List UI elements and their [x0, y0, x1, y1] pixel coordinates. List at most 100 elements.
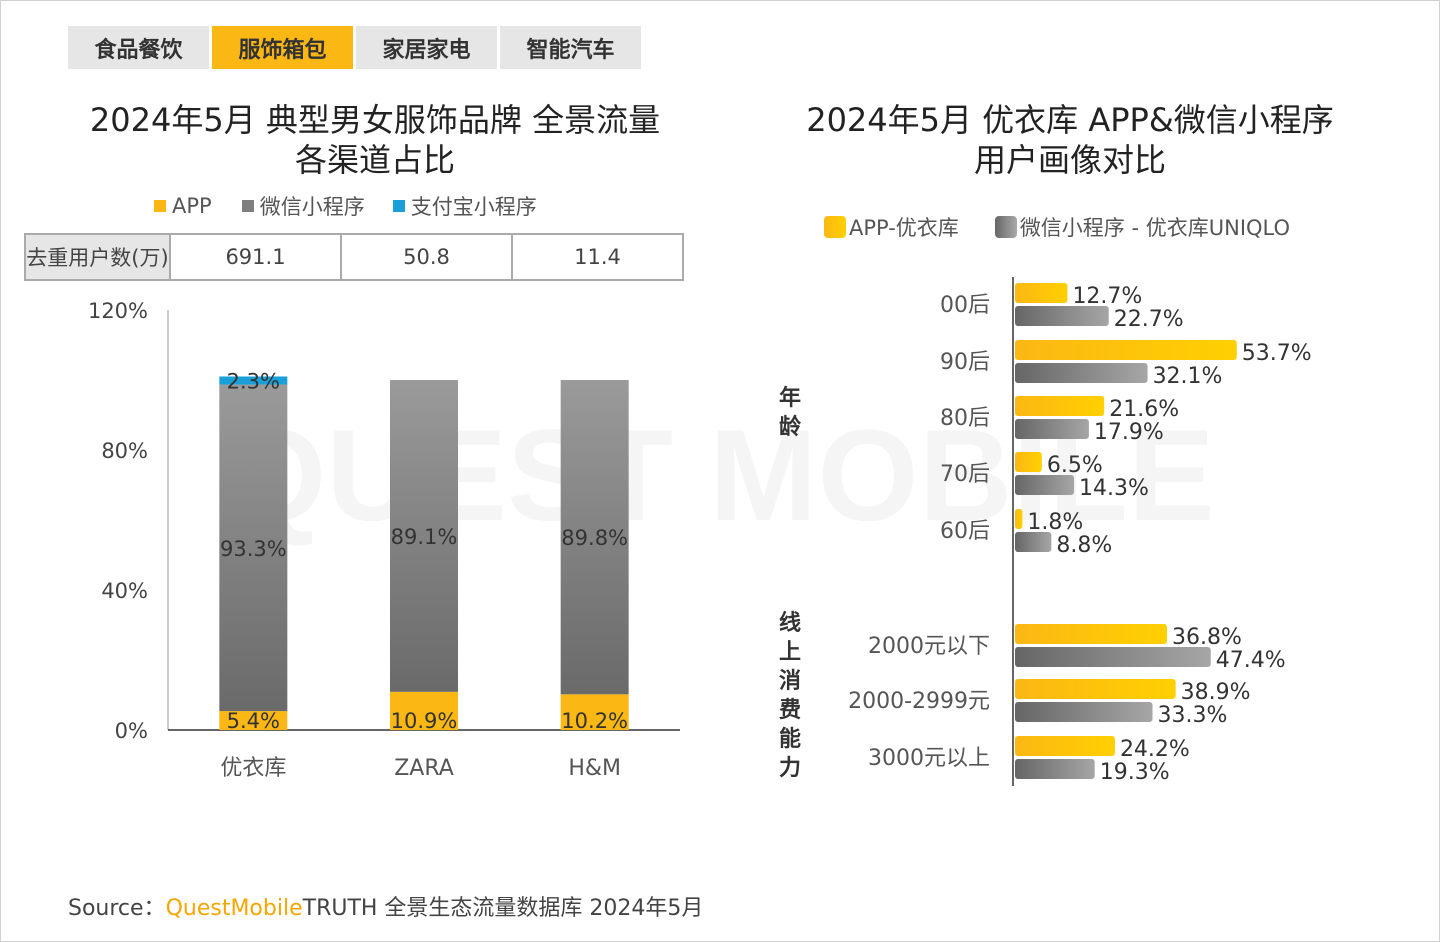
- bar: [1015, 532, 1052, 552]
- data-label: 24.2%: [1120, 737, 1190, 762]
- group-label: 上: [779, 640, 801, 665]
- bar-segment: [219, 376, 288, 385]
- data-label: 17.9%: [1094, 420, 1164, 445]
- data-label: 2.3%: [227, 370, 280, 394]
- x-tick-label: 优衣库: [220, 756, 286, 781]
- group-label: 消: [779, 669, 801, 694]
- data-label: 10.2%: [561, 709, 628, 733]
- group-label: 龄: [779, 414, 802, 440]
- title-line2: 用户画像对比: [973, 141, 1166, 179]
- table-cell: 11.4: [511, 233, 684, 281]
- title-line1: 2024年5月 优衣库 APP&微信小程序: [806, 101, 1334, 139]
- bar: [1015, 396, 1105, 416]
- bar-segment: [219, 384, 288, 712]
- data-label: 19.3%: [1100, 760, 1170, 785]
- left-legend: APP 微信小程序 支付宝小程序: [154, 191, 537, 221]
- data-label: 93.3%: [220, 537, 287, 561]
- source-prefix: Source：: [68, 896, 166, 921]
- category-label: 80后: [940, 406, 990, 431]
- right-chart-title: 2024年5月 优衣库 APP&微信小程序 用户画像对比: [760, 100, 1380, 180]
- data-label: 12.7%: [1072, 284, 1142, 309]
- x-tick-label: H&M: [568, 756, 621, 781]
- tab-food[interactable]: 食品餐饮: [68, 26, 209, 69]
- bar: [1015, 452, 1042, 472]
- bar-segment: [390, 691, 458, 730]
- bar-segment: [219, 711, 288, 730]
- legend-swatch-wechat: [994, 216, 1017, 238]
- title-line1: 2024年5月 典型男女服饰品牌 全景流量: [89, 101, 661, 139]
- y-tick-label: 80%: [101, 439, 148, 463]
- left-chart-title: 2024年5月 典型男女服饰品牌 全景流量 各渠道占比: [60, 100, 690, 180]
- category-label: 2000元以下: [868, 634, 990, 659]
- bar: [1015, 624, 1167, 644]
- category-label: 60后: [940, 519, 990, 544]
- category-tabs: 食品餐饮 服饰箱包 家居家电 智能汽车: [68, 26, 641, 69]
- bar: [1015, 419, 1089, 439]
- title-line2: 各渠道占比: [294, 141, 455, 179]
- data-label: 1.8%: [1027, 510, 1083, 535]
- group-label: 年: [779, 385, 801, 411]
- bar-segment: [560, 694, 629, 730]
- data-label: 5.4%: [227, 709, 280, 733]
- data-label: 36.8%: [1172, 625, 1242, 650]
- group-label: 线: [779, 610, 801, 636]
- x-tick-label: ZARA: [394, 756, 454, 781]
- data-label: 10.9%: [391, 709, 458, 733]
- tab-apparel[interactable]: 服饰箱包: [212, 26, 353, 69]
- data-label: 89.1%: [391, 525, 458, 549]
- tab-home[interactable]: 家居家电: [356, 26, 497, 69]
- legend-label: APP: [172, 194, 212, 218]
- table-cell: 50.8: [340, 233, 513, 281]
- data-label: 89.8%: [561, 526, 628, 550]
- bar: [1015, 509, 1023, 529]
- table-header: 去重用户数(万): [24, 233, 171, 281]
- group-label: 费: [779, 698, 801, 723]
- y-tick-label: 120%: [88, 299, 148, 323]
- data-label: 8.8%: [1056, 533, 1112, 558]
- category-label: 2000-2999元: [848, 689, 990, 714]
- y-tick-label: 40%: [101, 579, 148, 603]
- category-label: 90后: [940, 350, 990, 375]
- bar: [1015, 736, 1115, 756]
- data-label: 33.3%: [1158, 703, 1228, 728]
- bar: [1015, 363, 1148, 383]
- source-text: TRUTH 全景生态流量数据库 2024年5月: [302, 896, 704, 921]
- category-label: 00后: [940, 293, 990, 318]
- category-label: 3000元以上: [868, 746, 990, 771]
- legend-label: 支付宝小程序: [410, 195, 537, 219]
- bar: [1015, 759, 1095, 779]
- bar: [1015, 475, 1075, 495]
- source-note: Source：QuestMobileTRUTH 全景生态流量数据库 2024年5…: [68, 890, 703, 922]
- legend-label: 微信小程序: [259, 195, 365, 219]
- source-brand: QuestMobile: [165, 896, 303, 921]
- legend-swatch-wechat: [241, 200, 254, 212]
- bar: [1015, 702, 1153, 722]
- bar: [1015, 679, 1176, 699]
- legend-label: APP-优衣库: [849, 216, 959, 240]
- group-label: 力: [779, 756, 801, 781]
- data-label: 22.7%: [1114, 307, 1184, 332]
- data-label: 14.3%: [1079, 476, 1149, 501]
- user-count-table: 去重用户数(万) 691.1 50.8 11.4: [24, 233, 684, 281]
- legend-swatch-app: [154, 200, 166, 212]
- table-cell: 691.1: [169, 233, 342, 281]
- category-label: 70后: [940, 462, 990, 487]
- right-legend: APP-优衣库 微信小程序 - 优衣库UNIQLO: [824, 212, 1290, 242]
- bar-segment: [560, 380, 629, 695]
- y-tick-label: 0%: [115, 719, 148, 743]
- legend-swatch-app: [824, 216, 846, 238]
- bar: [1015, 647, 1211, 667]
- legend-swatch-alipay: [392, 200, 405, 212]
- group-label: 能: [779, 726, 801, 752]
- bar-segment: [390, 380, 458, 692]
- data-label: 38.9%: [1181, 680, 1251, 705]
- tab-auto[interactable]: 智能汽车: [500, 26, 641, 69]
- data-label: 6.5%: [1047, 453, 1103, 478]
- legend-label: 微信小程序 - 优衣库UNIQLO: [1019, 216, 1291, 240]
- data-label: 21.6%: [1109, 397, 1179, 422]
- data-label: 53.7%: [1242, 341, 1312, 366]
- bar: [1015, 283, 1068, 303]
- bar: [1015, 340, 1237, 360]
- data-label: 32.1%: [1153, 364, 1223, 389]
